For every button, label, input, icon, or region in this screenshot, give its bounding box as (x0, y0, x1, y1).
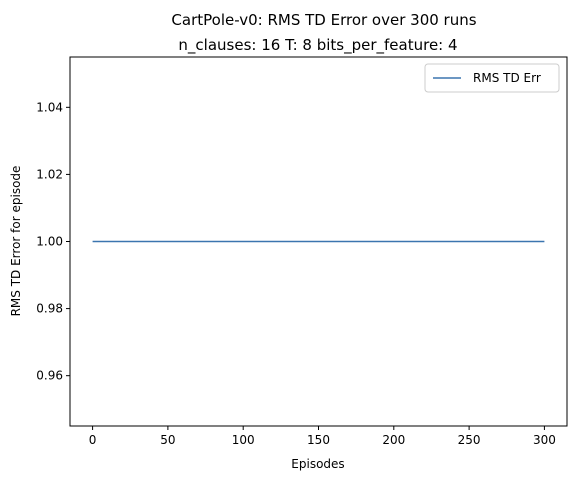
legend-label: RMS TD Err (473, 71, 541, 85)
y-tick-label: 0.98 (36, 302, 63, 316)
x-tick-label: 50 (160, 433, 175, 447)
x-tick-label: 100 (232, 433, 255, 447)
legend: RMS TD Err (424, 63, 560, 93)
legend-box (424, 63, 560, 93)
y-tick-label: 1.00 (36, 235, 63, 249)
x-tick-label: 250 (458, 433, 481, 447)
axis-ticks: 0 50 100 150 200 250 300 0.96 0.98 1.00 1.02 1.04 (36, 100, 556, 447)
x-axis-label: Episodes (291, 457, 344, 471)
y-axis-label: RMS TD Error for episode (9, 166, 23, 317)
x-tick-label: 300 (533, 433, 556, 447)
x-tick-label: 150 (307, 433, 330, 447)
x-tick-label: 200 (382, 433, 405, 447)
y-tick-label: 0.96 (36, 369, 63, 383)
chart-suptitle: CartPole-v0: RMS TD Error over 300 runs (171, 11, 476, 29)
y-tick-label: 1.04 (36, 100, 63, 114)
plot-area (69, 56, 568, 427)
y-tick-label: 1.02 (36, 167, 63, 181)
chart-title: n_clauses: 16 T: 8 bits_per_feature: 4 (178, 36, 457, 55)
x-tick-label: 0 (89, 433, 97, 447)
